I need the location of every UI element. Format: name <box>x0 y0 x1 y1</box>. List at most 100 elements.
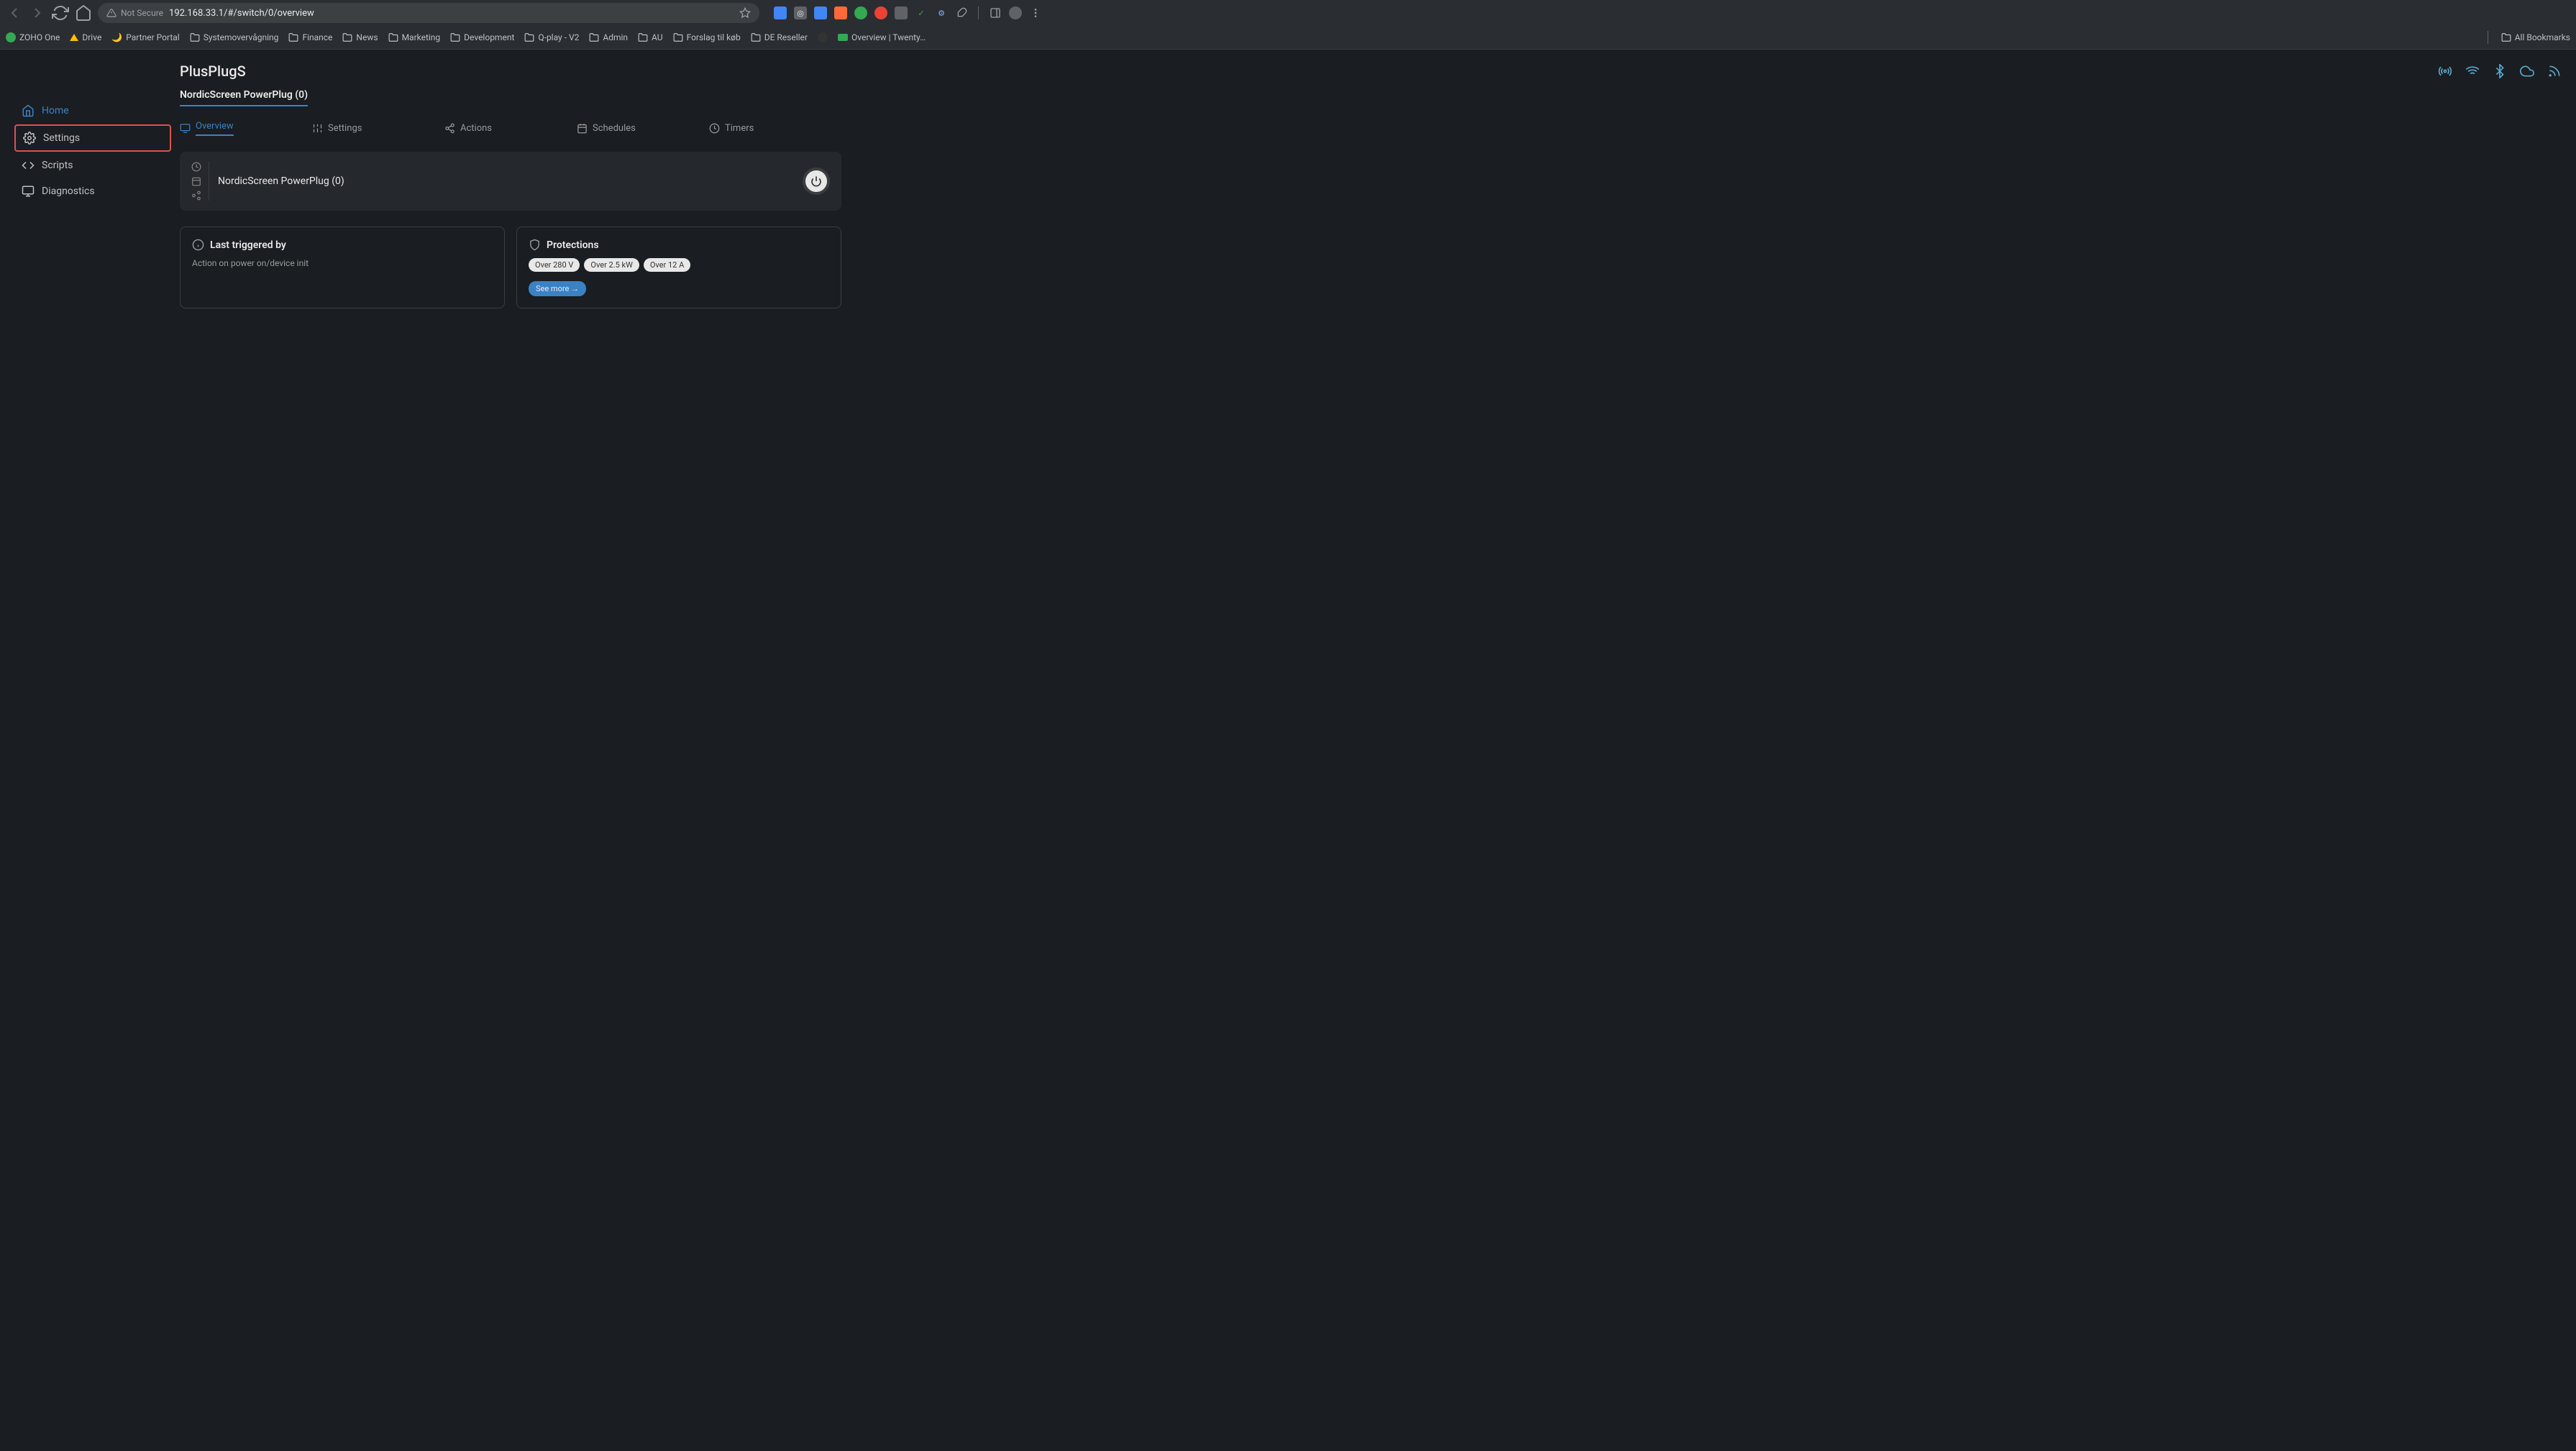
folder-icon <box>751 32 761 42</box>
tab-actions[interactable]: Actions <box>444 115 577 142</box>
ext-icon-7[interactable] <box>895 6 908 19</box>
shield-icon <box>529 239 541 251</box>
sidebar: Home Settings Scripts Diagnostics <box>0 50 180 323</box>
device-name: NordicScreen PowerPlug (0) <box>218 175 794 187</box>
bookmark-partner[interactable]: 🌙Partner Portal <box>111 32 179 42</box>
bookmark-news[interactable]: News <box>342 32 378 42</box>
info-icon <box>192 239 204 251</box>
bookmark-system[interactable]: Systemovervågning <box>190 32 279 42</box>
tabs: Overview Settings Actions Schedules Time… <box>180 115 841 142</box>
sidebar-item-home[interactable]: Home <box>14 99 171 123</box>
tab-settings[interactable]: Settings <box>312 115 444 142</box>
nodes-icon[interactable] <box>191 191 201 201</box>
tab-label: Schedules <box>593 123 636 134</box>
bookmark-development[interactable]: Development <box>450 32 514 42</box>
device-mini-icons <box>191 162 209 201</box>
wifi-icon[interactable] <box>2465 64 2480 78</box>
bookmark-admin[interactable]: Admin <box>589 32 628 42</box>
profile-avatar[interactable] <box>1009 6 1022 19</box>
sidebar-item-label: Scripts <box>42 160 73 171</box>
monitor-icon <box>22 185 35 198</box>
bookmark-qplay[interactable]: Q-play - V2 <box>524 32 579 42</box>
tab-overview[interactable]: Overview <box>180 115 312 142</box>
power-button[interactable] <box>803 168 830 195</box>
ext-icon-5[interactable] <box>854 6 867 19</box>
protection-badges: Over 280 V Over 2.5 kW Over 12 A <box>529 258 829 272</box>
ext-icon-6[interactable] <box>874 6 887 19</box>
cloud-icon[interactable] <box>2520 64 2534 78</box>
bookmark-forslag[interactable]: Forslag til køb <box>673 32 741 42</box>
badge: Over 2.5 kW <box>584 258 639 272</box>
folder-icon <box>2501 32 2511 42</box>
rss-icon[interactable] <box>2547 64 2562 78</box>
power-icon <box>810 175 822 187</box>
extension-icons: ◎ ✓ ⚙ <box>774 6 1042 19</box>
badge: Over 280 V <box>529 258 580 272</box>
code-icon <box>22 159 35 172</box>
address-bar[interactable]: Not Secure 192.168.33.1/#/switch/0/overv… <box>98 3 759 23</box>
tab-label: Actions <box>460 123 492 134</box>
panel-icon[interactable] <box>989 6 1002 19</box>
folder-icon <box>450 32 460 42</box>
sidebar-item-settings[interactable]: Settings <box>14 124 171 152</box>
sidebar-item-label: Home <box>42 105 69 116</box>
folder-icon <box>589 32 599 42</box>
warning-icon <box>106 8 117 18</box>
ext-icon-1[interactable] <box>774 6 787 19</box>
gear-icon <box>23 132 36 145</box>
tab-schedules[interactable]: Schedules <box>577 115 709 142</box>
ext-icon-2[interactable]: ◎ <box>794 6 807 19</box>
sliders-icon <box>312 123 323 134</box>
bookmark-dereseller[interactable]: DE Reseller <box>751 32 808 42</box>
folder-icon <box>190 32 200 42</box>
bookmark-overview[interactable]: Overview | Twenty… <box>838 32 926 42</box>
calendar-icon <box>577 123 588 134</box>
home-button[interactable] <box>75 4 92 22</box>
card-body: Action on power on/device init <box>192 258 493 268</box>
bookmark-app2[interactable] <box>818 32 828 42</box>
badge: Over 12 A <box>644 258 690 272</box>
reload-button[interactable] <box>52 4 69 22</box>
not-secure-label: Not Secure <box>121 8 163 18</box>
clock-icon[interactable] <box>191 162 201 172</box>
star-icon[interactable] <box>739 7 751 19</box>
card-title: Protections <box>547 239 599 251</box>
ext-icon-8[interactable]: ✓ <box>915 6 928 19</box>
url-text: 192.168.33.1/#/switch/0/overview <box>169 8 314 19</box>
ext-icon-4[interactable] <box>834 6 847 19</box>
bookmark-au[interactable]: AU <box>638 32 663 42</box>
monitor-icon <box>180 123 191 134</box>
bookmark-zoho[interactable]: ZOHO One <box>6 32 60 42</box>
bookmark-finance[interactable]: Finance <box>288 32 332 42</box>
extensions-icon[interactable] <box>955 6 968 19</box>
bookmark-marketing[interactable]: Marketing <box>388 32 441 42</box>
clock-icon <box>709 123 720 134</box>
bookmark-drive[interactable]: Drive <box>70 32 101 42</box>
sidebar-item-diagnostics[interactable]: Diagnostics <box>14 179 171 203</box>
tab-timers[interactable]: Timers <box>709 115 841 142</box>
page-header: PlusPlugS <box>180 50 2576 87</box>
broadcast-icon[interactable] <box>2438 64 2452 78</box>
all-bookmarks[interactable]: All Bookmarks <box>2501 32 2570 42</box>
back-button[interactable] <box>6 4 23 22</box>
device-card: NordicScreen PowerPlug (0) <box>180 152 841 211</box>
home-icon <box>22 104 35 117</box>
not-secure-badge[interactable]: Not Secure <box>106 8 163 18</box>
cards-row: Last triggered by Action on power on/dev… <box>180 226 841 308</box>
folder-icon <box>342 32 352 42</box>
forward-button[interactable] <box>29 4 46 22</box>
folder-icon <box>288 32 298 42</box>
sidebar-item-scripts[interactable]: Scripts <box>14 153 171 178</box>
ext-icon-3[interactable] <box>814 6 827 19</box>
ext-icon-9[interactable]: ⚙ <box>935 6 948 19</box>
nodes-icon <box>444 123 455 134</box>
see-more-button[interactable]: See more → <box>529 281 586 296</box>
tab-label: Timers <box>725 123 754 134</box>
card-last-triggered: Last triggered by Action on power on/dev… <box>180 226 505 308</box>
page-title: PlusPlugS <box>180 63 246 80</box>
card-title: Last triggered by <box>210 239 286 251</box>
menu-icon[interactable] <box>1029 6 1042 19</box>
bluetooth-icon[interactable] <box>2493 64 2507 78</box>
calendar-icon[interactable] <box>191 176 201 186</box>
folder-icon <box>638 32 648 42</box>
